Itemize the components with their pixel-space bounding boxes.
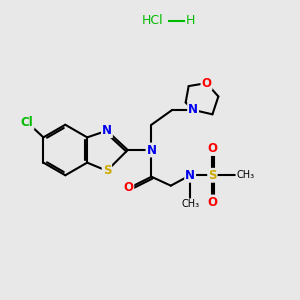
- Text: N: N: [188, 103, 198, 116]
- Text: O: O: [123, 181, 133, 194]
- Text: H: H: [185, 14, 195, 27]
- Text: S: S: [103, 164, 111, 177]
- Text: HCl: HCl: [142, 14, 164, 27]
- Text: CH₃: CH₃: [181, 199, 199, 209]
- Text: Cl: Cl: [21, 116, 33, 129]
- Text: N: N: [102, 124, 112, 137]
- Text: N: N: [146, 143, 157, 157]
- Text: O: O: [202, 76, 212, 90]
- Text: O: O: [207, 196, 218, 208]
- Text: O: O: [207, 142, 218, 155]
- Text: CH₃: CH₃: [236, 170, 254, 180]
- Text: N: N: [185, 169, 195, 182]
- Text: S: S: [208, 169, 217, 182]
